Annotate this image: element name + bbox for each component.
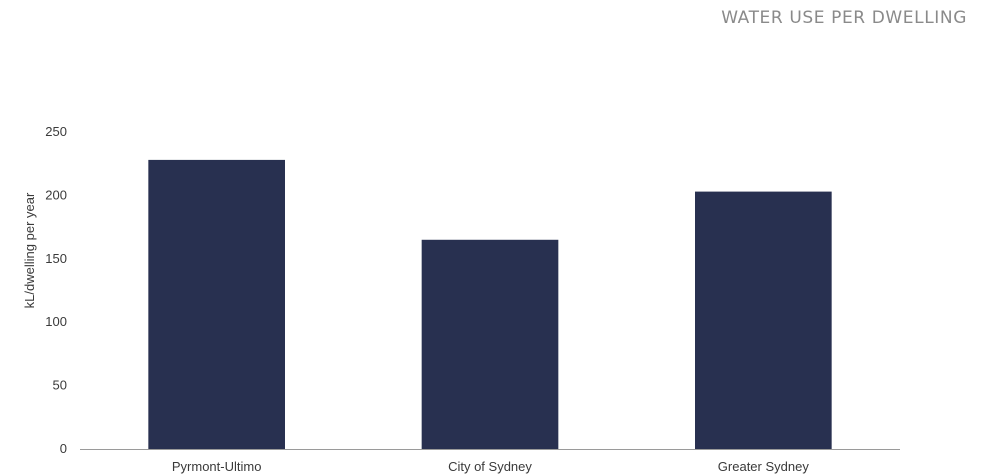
y-axis-ticks: 0 50 100 150 200 250 [45, 124, 67, 456]
y-tick-label: 250 [45, 124, 67, 139]
x-tick-label: Greater Sydney [718, 459, 810, 474]
y-tick-label: 150 [45, 251, 67, 266]
y-tick-label: 0 [60, 441, 67, 456]
bar [695, 191, 832, 449]
y-tick-label: 100 [45, 314, 67, 329]
bars [148, 159, 832, 449]
x-axis-ticks: Pyrmont-Ultimo City of Sydney Greater Sydn… [172, 459, 809, 474]
x-tick-label: Pyrmont-Ultimo [172, 459, 262, 474]
y-tick-label: 200 [45, 187, 67, 202]
bar [148, 159, 285, 449]
y-axis-label: kL/dwelling per year [22, 192, 37, 308]
y-tick-label: 50 [53, 378, 67, 393]
bar [421, 239, 559, 449]
x-tick-label: City of Sydney [448, 459, 532, 474]
chart-title: WATER USE PER DWELLING [721, 8, 967, 28]
